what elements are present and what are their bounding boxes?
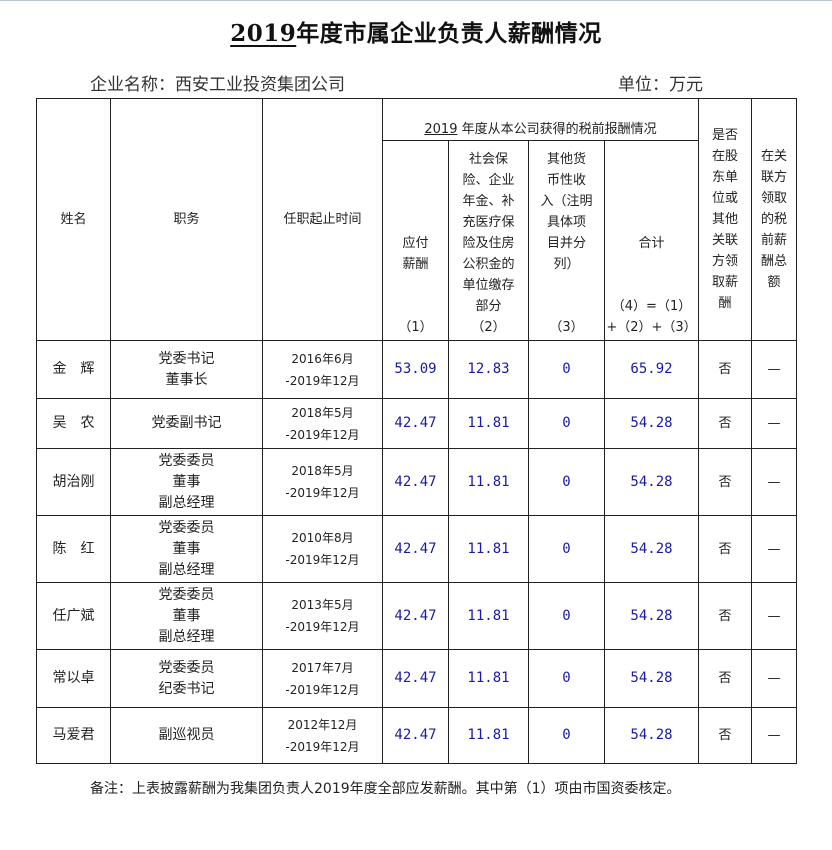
cell-position: 党委委员 董事 副总经理 xyxy=(110,515,263,583)
cell-position: 党委委员 董事 副总经理 xyxy=(110,448,263,516)
cell-term: 2010年8月 -2019年12月 xyxy=(262,515,383,583)
header-c2: 社会保 险、企业 年金、补 充医疗保 险及住房 公积金的 单位缴存 部分 （2） xyxy=(448,140,529,341)
cell-shareholder: 否 xyxy=(698,649,752,708)
cell-c3: 0 xyxy=(528,448,605,516)
cell-c2: 11.81 xyxy=(448,398,529,449)
cell-c1: 42.47 xyxy=(382,448,449,516)
title-year: 2019 xyxy=(230,20,297,47)
cell-related: — xyxy=(751,515,797,583)
cell-related: — xyxy=(751,707,797,764)
cell-c3: 0 xyxy=(528,582,605,650)
page-title: 2019年度市属企业负责人薪酬情况 xyxy=(0,14,832,48)
cell-c3: 0 xyxy=(528,340,605,399)
cell-c4: 54.28 xyxy=(604,649,699,708)
cell-name: 任广斌 xyxy=(36,582,111,650)
title-text: 年度市属企业负责人薪酬情况 xyxy=(296,20,602,47)
cell-related: — xyxy=(751,340,797,399)
cell-term: 2012年12月 -2019年12月 xyxy=(262,707,383,764)
cell-c1: 42.47 xyxy=(382,707,449,764)
header-group: 2019 年度从本公司获得的税前报酬情况 xyxy=(382,98,699,141)
cell-c1: 53.09 xyxy=(382,340,449,399)
cell-c3: 0 xyxy=(528,515,605,583)
footnote: 备注：上表披露薪酬为我集团负责人2019年度全部应发薪酬。其中第（1）项由市国资… xyxy=(90,781,681,797)
cell-c4: 54.28 xyxy=(604,707,699,764)
cell-position: 党委副书记 xyxy=(110,398,263,449)
cell-name: 陈 红 xyxy=(36,515,111,583)
cell-term: 2018年5月 -2019年12月 xyxy=(262,448,383,516)
cell-name: 胡治刚 xyxy=(36,448,111,516)
cell-c2: 12.83 xyxy=(448,340,529,399)
cell-c1: 42.47 xyxy=(382,398,449,449)
cell-position: 党委委员 纪委书记 xyxy=(110,649,263,708)
cell-name: 常以卓 xyxy=(36,649,111,708)
cell-position: 党委委员 董事 副总经理 xyxy=(110,582,263,650)
table-row: 胡治刚 党委委员 董事 副总经理 2018年5月 -2019年12月 42.47 11.… xyxy=(36,448,797,516)
cell-c4: 54.28 xyxy=(604,515,699,583)
header-shareholder: 是否 在股 东单 位或 其他 关联 方领 取薪 酬 xyxy=(698,98,752,341)
cell-name: 金 辉 xyxy=(36,340,111,399)
cell-related: — xyxy=(751,582,797,650)
cell-term: 2013年5月 -2019年12月 xyxy=(262,582,383,650)
unit-label: 单位：万元 xyxy=(618,75,703,95)
table-row: 马爱君 副巡视员 2012年12月 -2019年12月 42.47 11.81 0 54.2… xyxy=(36,707,797,764)
salary-table: 姓名 职务 任职起止时间 2019 年度从本公司获得的税前报酬情况 是否 在股 … xyxy=(36,98,797,764)
cell-related: — xyxy=(751,398,797,449)
cell-shareholder: 否 xyxy=(698,340,752,399)
company-name: 企业名称：西安工业投资集团公司 xyxy=(90,75,345,95)
table-row: 任广斌 党委委员 董事 副总经理 2013年5月 -2019年12月 42.47 11.… xyxy=(36,582,797,650)
cell-c2: 11.81 xyxy=(448,707,529,764)
cell-name: 马爱君 xyxy=(36,707,111,764)
header-position: 职务 xyxy=(110,98,263,341)
header-c4: 合计 （4）=（1） +（2）+（3） xyxy=(604,140,699,341)
table-row: 金 辉党委书记 董事长 2016年6月 -2019年12月 53.09 12.83 0 6… xyxy=(36,340,797,399)
cell-shareholder: 否 xyxy=(698,398,752,449)
cell-c3: 0 xyxy=(528,398,605,449)
cell-related: — xyxy=(751,649,797,708)
cell-c4: 54.28 xyxy=(604,582,699,650)
cell-related: — xyxy=(751,448,797,516)
table-row: 常以卓 党委委员 纪委书记 2017年7月 -2019年12月 42.47 11.81 0… xyxy=(36,649,797,708)
cell-shareholder: 否 xyxy=(698,707,752,764)
top-border xyxy=(0,0,832,1)
cell-shareholder: 否 xyxy=(698,582,752,650)
table-row: 吴 农党委副书记 2018年5月 -2019年12月 42.47 11.81 0 54.2… xyxy=(36,398,797,449)
cell-c2: 11.81 xyxy=(448,515,529,583)
cell-c4: 65.92 xyxy=(604,340,699,399)
cell-c3: 0 xyxy=(528,707,605,764)
cell-c3: 0 xyxy=(528,649,605,708)
cell-c1: 42.47 xyxy=(382,649,449,708)
header-c3: 其他货 币性收 入（注明 具体项 目并分 列） （3） xyxy=(528,140,605,341)
cell-position: 副巡视员 xyxy=(110,707,263,764)
cell-shareholder: 否 xyxy=(698,515,752,583)
cell-term: 2017年7月 -2019年12月 xyxy=(262,649,383,708)
cell-c4: 54.28 xyxy=(604,448,699,516)
cell-c2: 11.81 xyxy=(448,582,529,650)
cell-position: 党委书记 董事长 xyxy=(110,340,263,399)
cell-c4: 54.28 xyxy=(604,398,699,449)
table-row: 陈 红党委委员 董事 副总经理 2010年8月 -2019年12月 42.47 11.… xyxy=(36,515,797,583)
cell-c1: 42.47 xyxy=(382,515,449,583)
header-name: 姓名 xyxy=(36,98,111,341)
cell-name: 吴 农 xyxy=(36,398,111,449)
cell-shareholder: 否 xyxy=(698,448,752,516)
header-c1: 应付 薪酬 （1） xyxy=(382,140,449,341)
cell-c2: 11.81 xyxy=(448,649,529,708)
cell-c1: 42.47 xyxy=(382,582,449,650)
cell-term: 2016年6月 -2019年12月 xyxy=(262,340,383,399)
cell-term: 2018年5月 -2019年12月 xyxy=(262,398,383,449)
header-term: 任职起止时间 xyxy=(262,98,383,341)
cell-c2: 11.81 xyxy=(448,448,529,516)
header-related: 在关 联方 领取 的税 前薪 酬总 额 xyxy=(751,98,797,341)
